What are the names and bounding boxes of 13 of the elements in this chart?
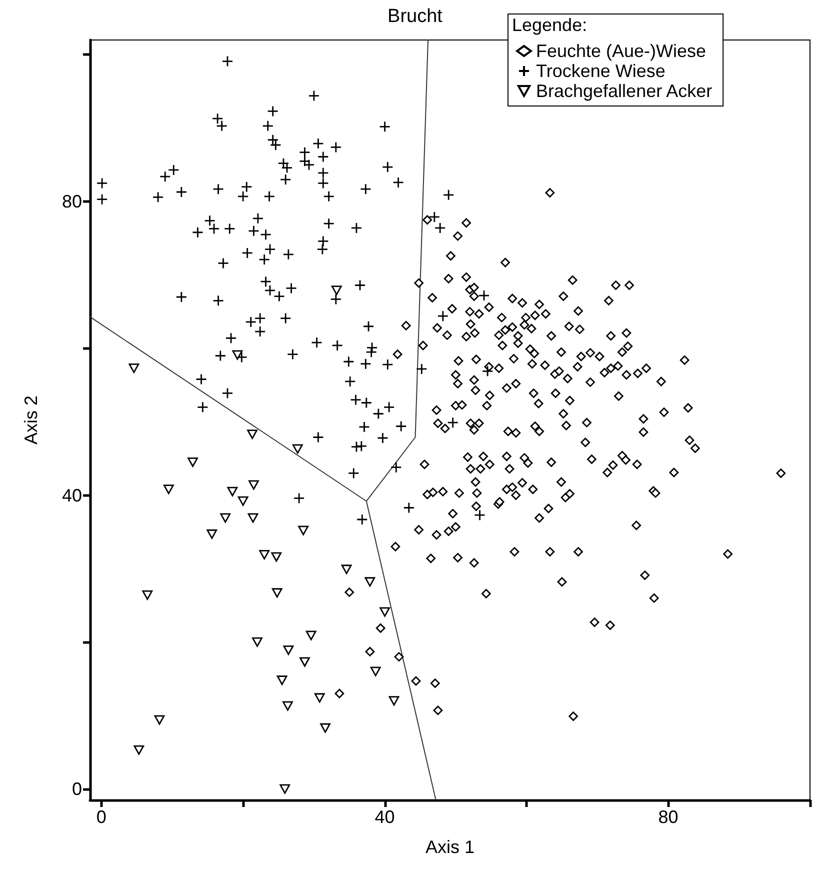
x-tick-label: 80: [658, 807, 678, 827]
chart-title: Brucht: [388, 6, 444, 27]
x-tick-label: 0: [96, 807, 106, 827]
legend-label: Brachgefallener Acker: [536, 81, 712, 101]
x-axis-title: Axis 1: [425, 837, 475, 857]
y-axis-title: Axis 2: [21, 395, 41, 445]
y-tick-label: 0: [72, 778, 82, 799]
y-tick-label: 80: [62, 192, 82, 212]
legend-label: Trockene Wiese: [536, 61, 666, 81]
legend-label: Feuchte (Aue-)Wiese: [536, 41, 706, 61]
x-tick-label: 40: [374, 807, 395, 827]
y-tick-label: 40: [62, 485, 82, 506]
legend-title: Legende:: [512, 15, 588, 35]
